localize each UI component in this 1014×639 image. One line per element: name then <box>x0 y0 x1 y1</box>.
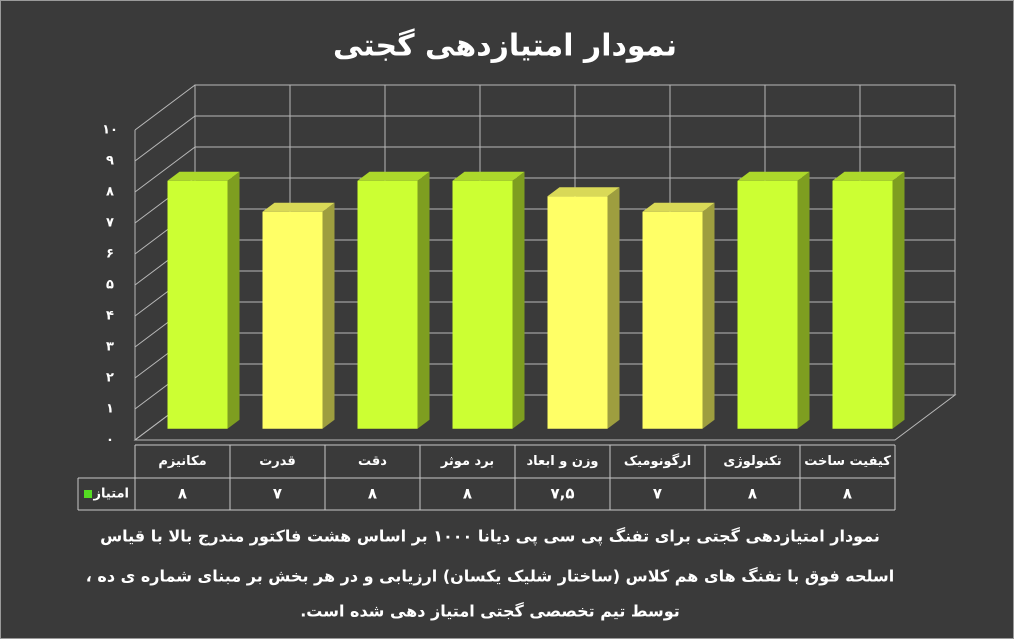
bar-top <box>452 171 525 181</box>
bar-side <box>892 171 905 429</box>
legend-label: امتیاز <box>93 487 129 502</box>
bar <box>547 196 608 429</box>
value-label: ۸ <box>178 485 187 503</box>
y-tick-label: ۰ <box>106 433 114 448</box>
y-tick-label: ۵ <box>106 278 114 293</box>
y-tick-label: ۳ <box>106 340 114 355</box>
x-tick-label: قدرت <box>259 454 296 469</box>
bar <box>167 180 228 429</box>
bar <box>262 211 323 429</box>
x-tick-label: وزن و ابعاد <box>526 454 598 469</box>
bar-side <box>797 171 810 429</box>
bar-side <box>702 202 715 429</box>
x-tick-label: برد موثر <box>440 454 494 469</box>
bar-side <box>322 202 335 429</box>
y-tick-label: ۴ <box>106 309 114 324</box>
x-tick-label: دقت <box>358 454 387 469</box>
bar-side <box>607 187 620 429</box>
value-label: ۸ <box>843 485 852 503</box>
y-tick-label: ۸ <box>106 185 114 200</box>
x-tick-label: کیفیت ساخت <box>804 454 891 469</box>
bar-side <box>417 171 430 429</box>
bar-top <box>262 202 335 212</box>
grid-line <box>134 84 196 131</box>
bar <box>357 180 418 429</box>
y-tick-label: ۲ <box>106 371 114 386</box>
caption-line: توسط تیم تخصصی گجتی امتیاز دهی شده است. <box>300 602 680 621</box>
legend-swatch <box>84 490 92 498</box>
bar-top <box>642 202 715 212</box>
y-tick-label: ۷ <box>106 216 114 231</box>
value-label: ۷,۵ <box>550 485 574 503</box>
caption-line: نمودار امتیازدهی گجتی برای تفنگ پی سی پی… <box>100 527 880 547</box>
bar-top <box>167 171 240 181</box>
value-label: ۸ <box>463 485 472 503</box>
value-label: ۸ <box>368 485 377 503</box>
value-label: ۷ <box>273 485 282 503</box>
bar-top <box>547 187 620 197</box>
bar-side <box>512 171 525 429</box>
bar-top <box>737 171 810 181</box>
value-label: ۷ <box>653 485 662 503</box>
y-tick-label: ۹ <box>106 154 114 169</box>
chart-title: نمودار امتیازدهی گجتی <box>333 28 677 64</box>
y-tick-label: ۱۰ <box>102 123 118 138</box>
x-tick-label: مکانیزم <box>158 454 206 469</box>
y-tick-label: ۶ <box>106 247 114 262</box>
x-tick-label: تکنولوژی <box>723 454 781 469</box>
grid-line <box>134 146 196 193</box>
bar <box>737 180 798 429</box>
bar <box>832 180 893 429</box>
caption-line: اسلحه فوق با تفنگ های هم کلاس (ساختار شل… <box>86 567 895 586</box>
bar <box>642 211 703 429</box>
y-tick-label: ۱ <box>106 402 114 417</box>
x-tick-label: ارگونومیک <box>624 453 691 469</box>
bar-side <box>227 171 240 429</box>
grid-line <box>134 115 196 162</box>
bar <box>452 180 513 429</box>
bar-top <box>832 171 905 181</box>
bar-top <box>357 171 430 181</box>
value-label: ۸ <box>748 485 757 503</box>
